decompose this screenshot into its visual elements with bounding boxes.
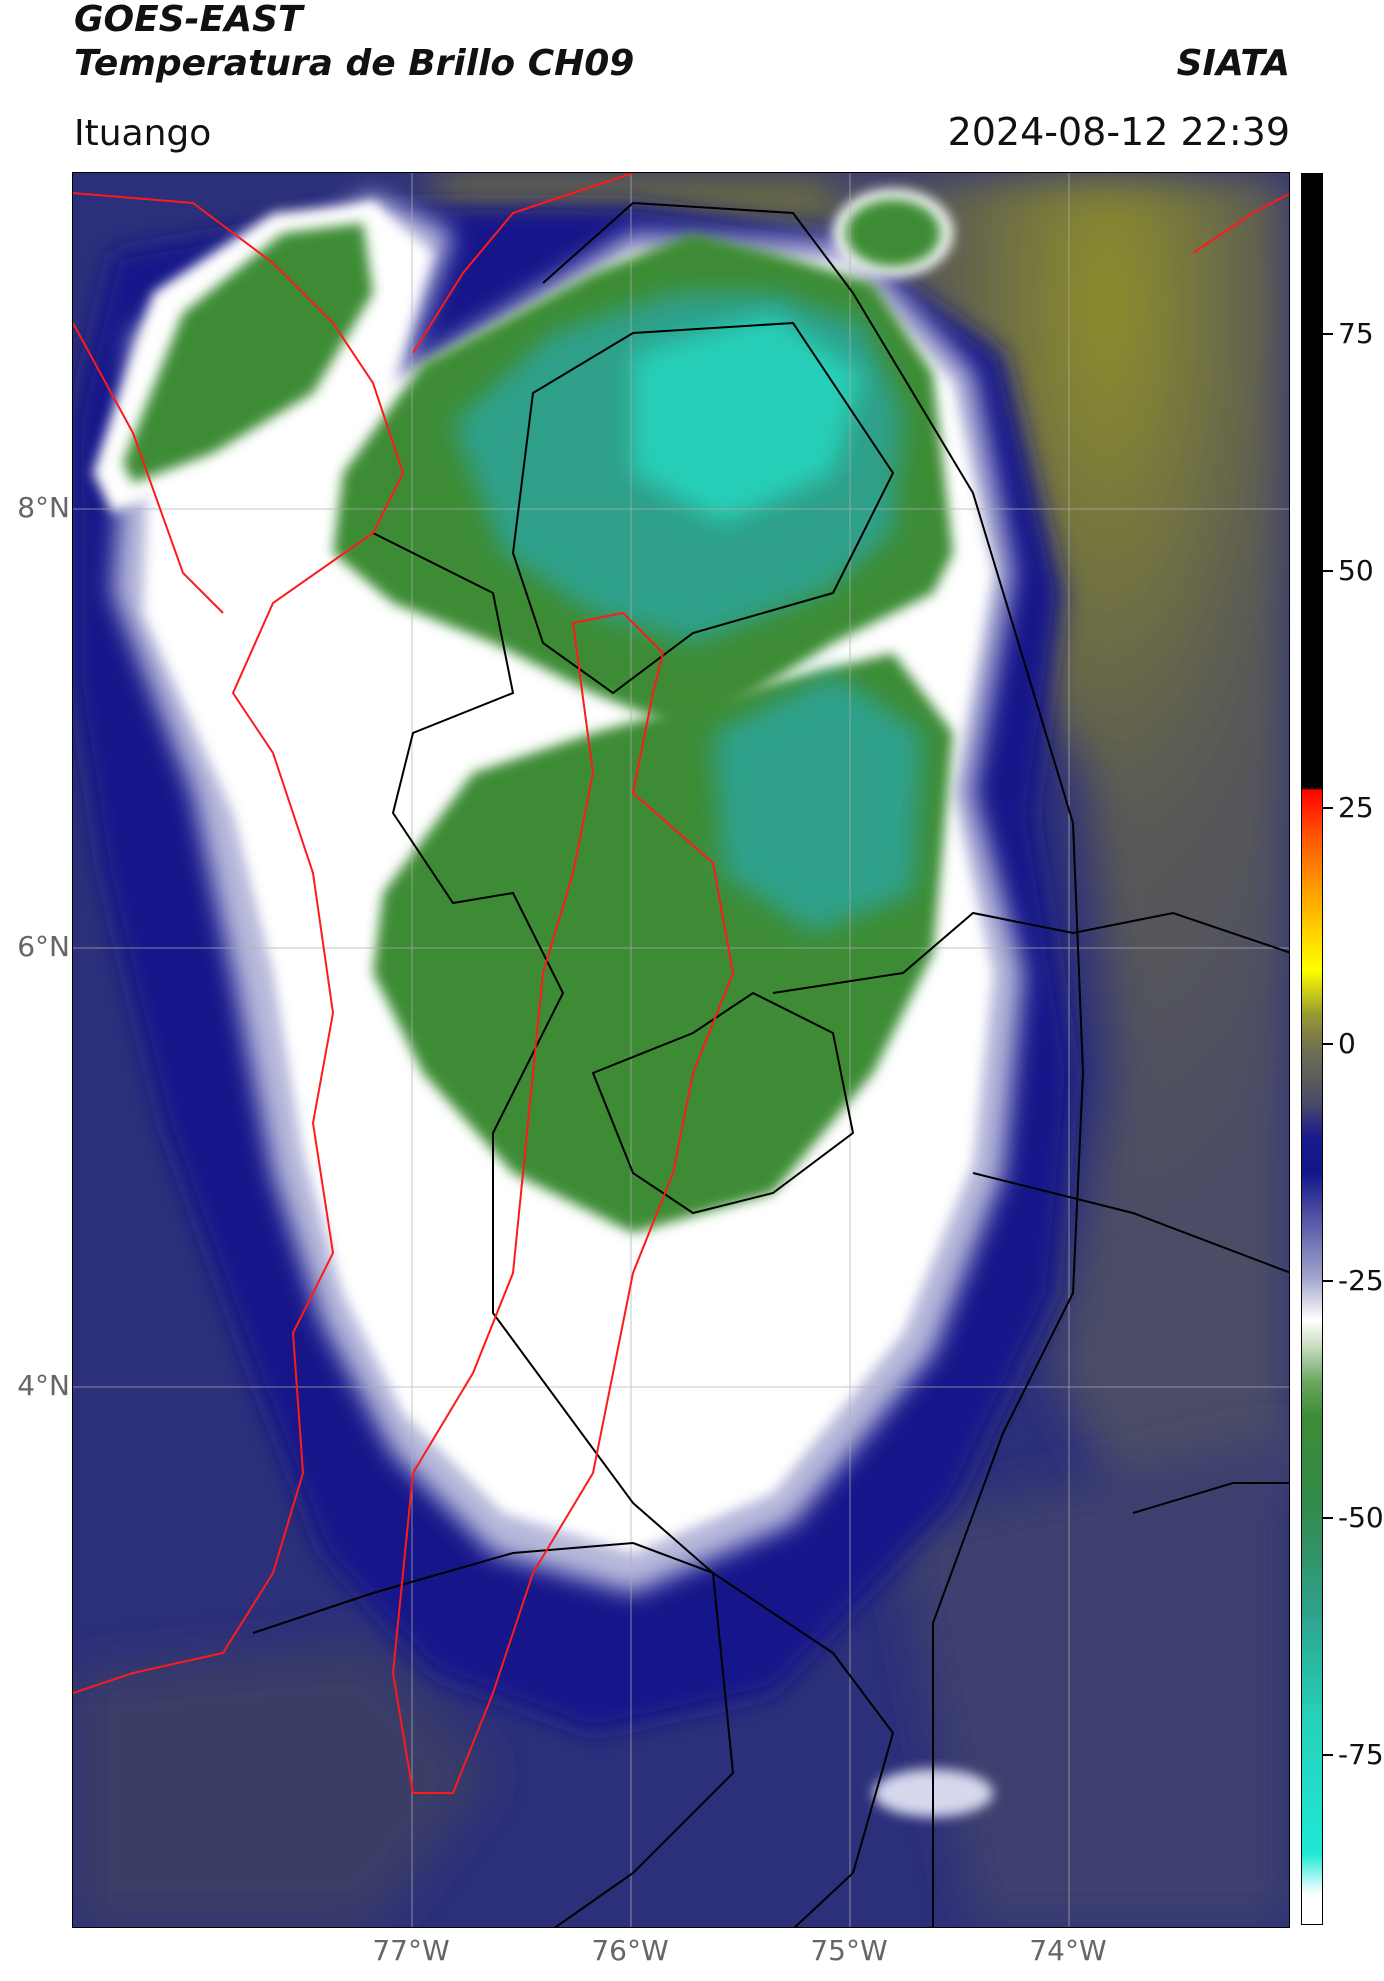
colorbar-tick [1323, 1280, 1333, 1283]
colorbar-tick [1323, 1516, 1333, 1519]
department-borders [252, 201, 1289, 1927]
cloud-core-north-coldest [633, 313, 863, 523]
cloud-northwest-core [123, 223, 373, 483]
cloud-northeast-core [845, 199, 941, 267]
datetime-label: 2024-08-12 22:39 [947, 110, 1290, 154]
red-borders [73, 173, 1289, 1794]
lat-label-4n: 4°N [17, 1369, 70, 1402]
lon-label-77w: 77°W [372, 1934, 450, 1967]
lon-label-74w: 74°W [1029, 1934, 1107, 1967]
colorbar-tick-label: -50 [1338, 1500, 1384, 1534]
colorbar-tick-label: 75 [1338, 316, 1374, 350]
lon-label-75w: 75°W [810, 1934, 888, 1967]
graticule [73, 173, 1289, 1927]
colorbar-tick-label: -75 [1338, 1737, 1384, 1771]
temperature-colorbar [1301, 173, 1323, 1925]
colorbar-tick [1323, 1753, 1333, 1756]
lon-label-76w: 76°W [591, 1934, 669, 1967]
map-canvas [73, 173, 1289, 1927]
colorbar-tick [1323, 1043, 1333, 1046]
warm-region-southeast [893, 1433, 1289, 1927]
colorbar-tick-label: 25 [1338, 790, 1374, 824]
colorbar-tick-label: -25 [1338, 1264, 1384, 1298]
colorbar-tick [1323, 569, 1333, 572]
map-title-satellite: GOES-EAST [74, 0, 303, 40]
warm-region-east [833, 173, 1289, 1503]
warm-region-southwest [73, 1643, 493, 1927]
cloud-core-south-cold [713, 673, 923, 933]
location-label: Ituango [74, 113, 212, 154]
credit-label: SIATA [1176, 43, 1290, 84]
lat-label-6n: 6°N [17, 930, 70, 963]
colorbar-tick-label: 0 [1338, 1027, 1356, 1061]
map-title-product: Temperatura de Brillo CH09 [74, 43, 635, 84]
colorbar-tick-label: 50 [1338, 553, 1374, 587]
lat-label-8n: 8°N [17, 491, 70, 524]
satellite-map[interactable] [72, 172, 1290, 1928]
colorbar-tick [1323, 332, 1333, 335]
colorbar-tick [1323, 806, 1333, 809]
